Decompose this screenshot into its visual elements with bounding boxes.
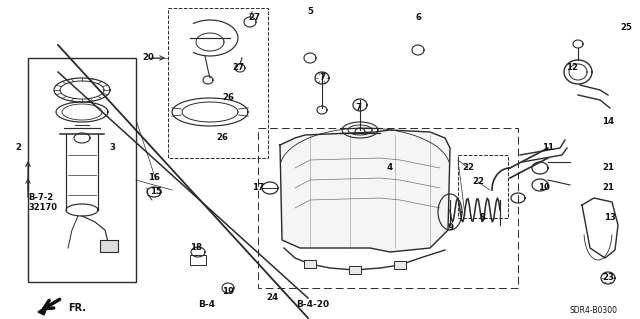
Text: 26: 26 bbox=[222, 93, 234, 102]
Text: 10: 10 bbox=[538, 183, 550, 192]
Text: 4: 4 bbox=[387, 164, 393, 173]
Bar bbox=[304, 260, 316, 268]
Text: 14: 14 bbox=[602, 117, 614, 127]
Text: 6: 6 bbox=[415, 13, 421, 23]
Text: 27: 27 bbox=[248, 13, 260, 23]
Text: 7: 7 bbox=[355, 103, 361, 113]
Polygon shape bbox=[38, 305, 48, 315]
Bar bbox=[168, 8, 268, 158]
Text: 32170: 32170 bbox=[28, 203, 57, 212]
Bar bbox=[258, 128, 518, 288]
Text: SDR4-B0300: SDR4-B0300 bbox=[570, 306, 618, 315]
Text: B-7-2: B-7-2 bbox=[28, 193, 53, 202]
Text: 27: 27 bbox=[232, 63, 244, 72]
Text: 16: 16 bbox=[148, 174, 160, 182]
Text: 2: 2 bbox=[15, 144, 21, 152]
Text: B-4: B-4 bbox=[198, 300, 215, 309]
Text: 21: 21 bbox=[602, 183, 614, 192]
Text: 26: 26 bbox=[216, 133, 228, 143]
Text: 7: 7 bbox=[319, 73, 325, 83]
Text: 21: 21 bbox=[602, 164, 614, 173]
Text: 22: 22 bbox=[462, 164, 474, 173]
Text: 13: 13 bbox=[604, 213, 616, 222]
Text: FR.: FR. bbox=[68, 303, 86, 313]
Text: 24: 24 bbox=[266, 293, 278, 302]
Text: 23: 23 bbox=[602, 273, 614, 283]
Text: 9: 9 bbox=[447, 224, 453, 233]
Text: 11: 11 bbox=[542, 144, 554, 152]
Text: 25: 25 bbox=[620, 24, 632, 33]
Bar bbox=[394, 261, 406, 269]
Bar bbox=[28, 58, 136, 282]
Text: 5: 5 bbox=[307, 8, 313, 17]
Text: 20: 20 bbox=[142, 54, 154, 63]
Bar bbox=[458, 155, 508, 218]
Bar bbox=[100, 240, 118, 252]
Text: B-4-20: B-4-20 bbox=[296, 300, 329, 309]
Text: 18: 18 bbox=[190, 243, 202, 253]
Text: 17: 17 bbox=[252, 183, 264, 192]
Text: 8: 8 bbox=[479, 213, 485, 222]
Text: 12: 12 bbox=[566, 63, 578, 72]
Bar bbox=[349, 266, 361, 274]
Text: 3: 3 bbox=[109, 144, 115, 152]
Text: 22: 22 bbox=[472, 177, 484, 187]
Text: 15: 15 bbox=[150, 188, 162, 197]
Bar bbox=[190, 255, 206, 265]
Polygon shape bbox=[280, 130, 450, 252]
Text: 19: 19 bbox=[222, 287, 234, 296]
